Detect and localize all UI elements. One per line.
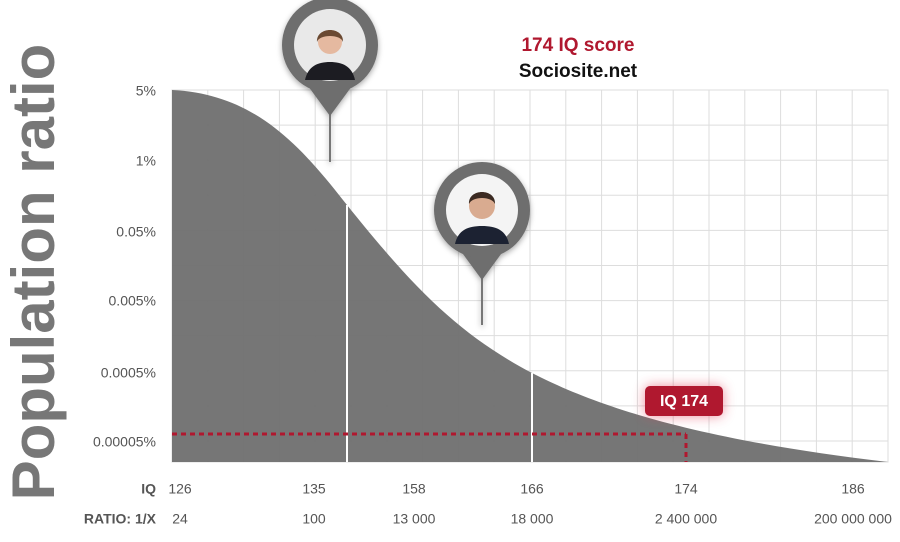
badge-label: IQ 174: [660, 393, 708, 410]
x-label: 186: [841, 481, 865, 497]
pin: [434, 162, 530, 325]
y-label: 0.005%: [109, 293, 156, 309]
row-label: RATIO: 1/X: [84, 511, 157, 527]
y-label: 0.05%: [116, 224, 156, 240]
badge: [645, 386, 723, 416]
y-label: 0.0005%: [101, 365, 156, 381]
x-label: 24: [172, 511, 188, 527]
y-label: 1%: [136, 153, 156, 169]
x-label: 13 000: [393, 511, 436, 527]
title: 174 IQ score: [521, 35, 634, 56]
pin: [282, 0, 378, 162]
y-label: 5%: [136, 83, 156, 99]
x-label: 126: [168, 481, 192, 497]
x-label: 2 400 000: [655, 511, 717, 527]
x-label: 200 000 000: [814, 511, 892, 527]
row-label: IQ: [141, 481, 156, 497]
distribution-area: [172, 90, 888, 462]
x-label: 166: [520, 481, 544, 497]
x-label: 158: [402, 481, 426, 497]
x-label: 135: [302, 481, 326, 497]
y-label: 0.00005%: [93, 434, 156, 450]
x-label: 18 000: [511, 511, 554, 527]
x-label: 174: [674, 481, 698, 497]
source: Sociosite.net: [519, 61, 638, 82]
labels: 5% 1% 0.05% 0.005% 0.0005% 0.00005% IQ 126 135 15…: [84, 83, 892, 527]
y-axis-title: Population ratio: [0, 44, 67, 501]
x-label: 100: [302, 511, 326, 527]
